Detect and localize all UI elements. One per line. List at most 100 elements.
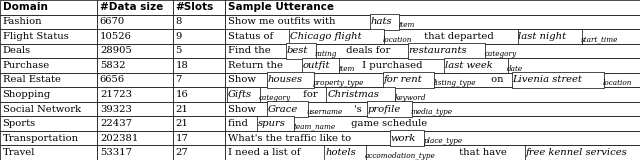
Text: start_time: start_time <box>580 36 618 44</box>
Text: last night: last night <box>518 32 566 41</box>
Bar <box>370 14 399 30</box>
Text: 28905: 28905 <box>100 46 132 55</box>
Bar <box>97 87 173 102</box>
Bar <box>173 0 225 15</box>
Text: work: work <box>391 134 416 143</box>
Text: restaurants: restaurants <box>409 46 467 55</box>
Text: deals for: deals for <box>344 46 394 55</box>
Bar <box>225 44 640 58</box>
Bar <box>225 131 640 145</box>
Text: #Data size: #Data size <box>100 2 163 12</box>
Text: that have: that have <box>456 148 510 157</box>
Bar <box>173 29 225 44</box>
Bar <box>257 116 294 131</box>
Bar <box>289 29 383 44</box>
Text: Return the: Return the <box>228 61 286 70</box>
Text: best: best <box>287 46 308 55</box>
Bar <box>173 44 225 58</box>
Text: What's the traffic like to: What's the traffic like to <box>228 134 354 143</box>
Bar <box>173 145 225 160</box>
Bar <box>0 102 97 116</box>
Text: #Slots: #Slots <box>175 2 214 12</box>
Text: 6670: 6670 <box>100 17 125 26</box>
Bar <box>267 72 314 88</box>
Text: 17: 17 <box>175 134 188 143</box>
Bar <box>0 131 97 145</box>
Text: 18: 18 <box>175 61 188 70</box>
Text: Status of: Status of <box>228 32 276 41</box>
Text: hotels: hotels <box>325 148 356 157</box>
Text: listing_type: listing_type <box>433 79 476 87</box>
Bar <box>0 116 97 131</box>
Bar <box>97 145 173 160</box>
Text: Transportation: Transportation <box>3 134 79 143</box>
Bar <box>286 43 316 59</box>
Bar <box>518 29 582 44</box>
Text: Sample Utterance: Sample Utterance <box>228 2 334 12</box>
Text: for rent: for rent <box>383 76 422 84</box>
Bar <box>97 116 173 131</box>
Text: item: item <box>339 65 355 73</box>
Text: property_type: property_type <box>313 79 365 87</box>
Bar <box>225 102 640 116</box>
Text: Travel: Travel <box>3 148 35 157</box>
Bar <box>0 15 97 29</box>
Text: that departed: that departed <box>420 32 497 41</box>
Text: rating: rating <box>315 50 337 58</box>
Text: location: location <box>383 36 412 44</box>
Text: Show me outfits with: Show me outfits with <box>228 17 339 26</box>
Bar <box>302 58 339 73</box>
Bar <box>225 15 640 29</box>
Bar <box>0 87 97 102</box>
Bar <box>225 58 640 73</box>
Text: location: location <box>603 79 632 87</box>
Text: 5832: 5832 <box>100 61 125 70</box>
Text: Shopping: Shopping <box>3 90 51 99</box>
Text: Show: Show <box>228 76 259 84</box>
Text: Domain: Domain <box>3 2 47 12</box>
Text: accomodation_type: accomodation_type <box>365 152 436 160</box>
Bar <box>97 58 173 73</box>
Text: team_name: team_name <box>294 123 335 131</box>
Bar <box>0 58 97 73</box>
Bar <box>0 145 97 160</box>
Text: on: on <box>488 76 507 84</box>
Text: Sports: Sports <box>3 119 36 128</box>
Text: 10526: 10526 <box>100 32 132 41</box>
Text: 21: 21 <box>175 119 188 128</box>
Text: outfit: outfit <box>303 61 330 70</box>
Text: 6656: 6656 <box>100 76 125 84</box>
Text: game schedule: game schedule <box>348 119 427 128</box>
Text: 27: 27 <box>175 148 188 157</box>
Bar <box>227 87 260 102</box>
Text: Chicago flight: Chicago flight <box>291 32 362 41</box>
Text: 5: 5 <box>175 46 182 55</box>
Bar <box>390 130 424 146</box>
Text: 53317: 53317 <box>100 148 132 157</box>
Bar <box>97 0 173 15</box>
Bar <box>225 29 640 44</box>
Bar <box>225 116 640 131</box>
Bar <box>97 131 173 145</box>
Text: Real Estate: Real Estate <box>3 76 61 84</box>
Bar <box>324 145 366 160</box>
Bar <box>225 73 640 87</box>
Text: Christmas: Christmas <box>327 90 380 99</box>
Bar <box>367 101 412 117</box>
Text: username: username <box>307 108 343 116</box>
Bar <box>326 87 396 102</box>
Text: last week: last week <box>445 61 493 70</box>
Text: hats: hats <box>371 17 392 26</box>
Bar <box>173 58 225 73</box>
Text: profile: profile <box>367 105 401 114</box>
Bar <box>225 0 640 15</box>
Text: Livenia street: Livenia street <box>513 76 582 84</box>
Bar <box>408 43 485 59</box>
Bar <box>0 0 97 15</box>
Bar <box>97 29 173 44</box>
Bar <box>525 145 640 160</box>
Bar <box>444 58 508 73</box>
Text: free kennel services: free kennel services <box>526 148 628 157</box>
Text: 7: 7 <box>175 76 182 84</box>
Bar <box>173 102 225 116</box>
